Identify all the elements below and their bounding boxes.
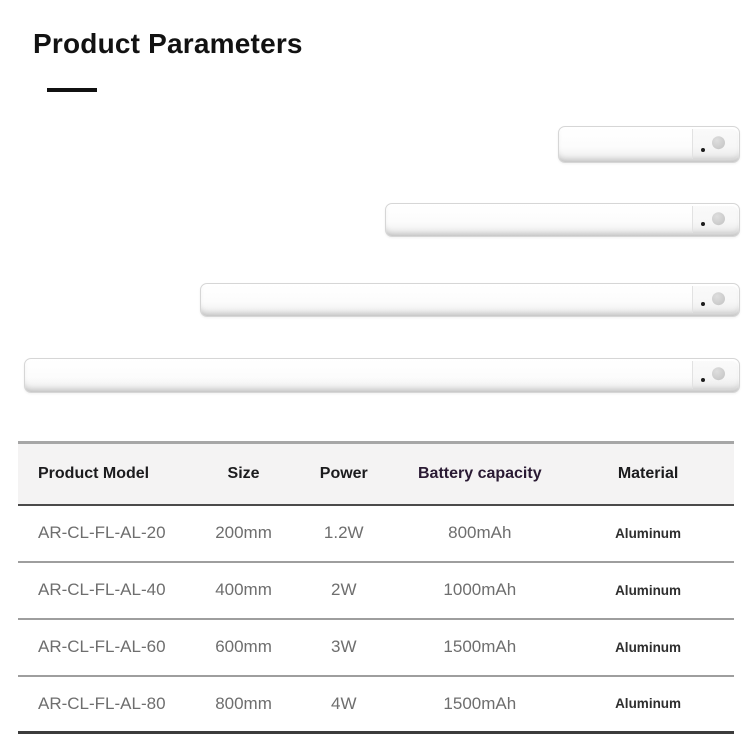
cell-battery-capacity: 1500mAh: [443, 693, 517, 713]
table-row: AR-CL-FL-AL-60 600mm 3W 1500mAh Aluminum: [18, 619, 734, 676]
header-material: Material: [617, 464, 679, 482]
sensor-panel: [692, 361, 738, 389]
motion-sensor-icon: [712, 291, 725, 305]
header-size: Size: [227, 464, 260, 482]
spec-table-header: Product Model Size Power Battery capacit…: [18, 442, 734, 505]
cell-battery-capacity: 1000mAh: [443, 580, 517, 599]
cell-power: 4W: [331, 693, 357, 713]
indicator-dot-icon: [701, 222, 705, 226]
sensor-panel: [692, 286, 738, 313]
indicator-dot-icon: [701, 378, 705, 382]
cell-size: 200mm: [215, 523, 272, 542]
spec-table-body: AR-CL-FL-AL-20 200mm 1.2W 800mAh Aluminu…: [18, 505, 734, 733]
cell-battery-capacity: 1500mAh: [443, 637, 517, 656]
cell-product-model: AR-CL-FL-AL-80: [38, 693, 166, 713]
page-title: Product Parameters: [33, 28, 303, 59]
led-light-bar-800mm: [24, 358, 740, 393]
title-underline: [47, 88, 97, 92]
table-header-row: Product Model Size Power Battery capacit…: [18, 442, 734, 505]
header-battery-capacity: Battery capacity: [417, 464, 542, 482]
motion-sensor-icon: [712, 136, 725, 150]
sensor-panel: [692, 129, 738, 159]
header-power: Power: [319, 464, 368, 482]
header-product-model: Product Model: [38, 464, 150, 482]
sensor-panel: [692, 206, 738, 233]
cell-material: Aluminum: [615, 696, 682, 712]
led-light-bar-600mm: [200, 283, 740, 317]
table-row: AR-CL-FL-AL-80 800mm 4W 1500mAh Aluminum: [18, 676, 734, 733]
indicator-dot-icon: [701, 302, 705, 306]
cell-product-model: AR-CL-FL-AL-60: [38, 637, 166, 656]
cell-material: Aluminum: [615, 525, 682, 541]
cell-material: Aluminum: [615, 582, 682, 598]
cell-product-model: AR-CL-FL-AL-40: [38, 580, 166, 599]
product-spec-table: Product Model Size Power Battery capacit…: [18, 441, 734, 734]
cell-power: 3W: [331, 637, 357, 656]
motion-sensor-icon: [712, 367, 725, 381]
indicator-dot-icon: [701, 148, 705, 152]
cell-battery-capacity: 800mAh: [448, 523, 512, 542]
led-light-bar-400mm: [385, 203, 740, 237]
cell-power: 2W: [331, 580, 357, 599]
table-row: AR-CL-FL-AL-40 400mm 2W 1000mAh Aluminum: [18, 562, 734, 619]
cell-size: 800mm: [215, 693, 272, 713]
led-light-bar-200mm: [558, 126, 740, 163]
table-row: AR-CL-FL-AL-20 200mm 1.2W 800mAh Aluminu…: [18, 505, 734, 562]
cell-power: 1.2W: [323, 523, 364, 542]
cell-product-model: AR-CL-FL-AL-20: [38, 523, 166, 542]
cell-size: 600mm: [215, 637, 272, 656]
motion-sensor-icon: [712, 211, 725, 225]
cell-material: Aluminum: [615, 639, 682, 655]
cell-size: 400mm: [215, 580, 272, 599]
